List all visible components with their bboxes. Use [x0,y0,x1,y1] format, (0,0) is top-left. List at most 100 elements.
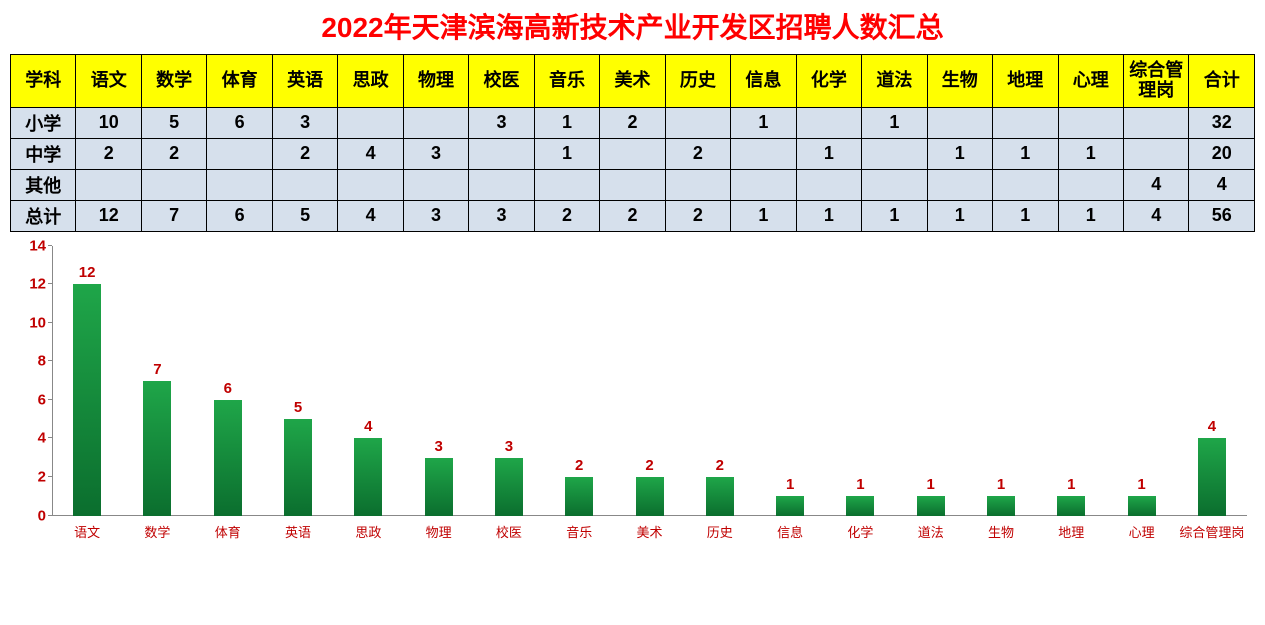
table-cell [469,138,534,169]
table-cell: 10 [76,107,141,138]
bar [1128,496,1156,515]
y-tick-label: 10 [18,314,46,331]
bar-value-label: 12 [79,264,96,281]
bar-value-label: 5 [294,399,302,416]
x-tick-label: 道法 [918,522,944,541]
table-cell: 1 [731,200,796,231]
table-cell [469,169,534,200]
bar [73,284,101,515]
column-header: 思政 [338,55,403,108]
bar-slot: 5英语 [263,246,333,516]
table-cell [993,169,1058,200]
table-cell [796,107,861,138]
bar-slot: 1生物 [966,246,1036,516]
bar-slot: 7数学 [122,246,192,516]
bar [565,477,593,516]
column-header: 语文 [76,55,141,108]
table-cell [338,169,403,200]
table-cell: 2 [534,200,599,231]
table-cell: 4 [338,200,403,231]
table-row: 总计12765433222111111456 [11,200,1255,231]
bar-value-label: 4 [1208,418,1216,435]
table-cell [403,169,468,200]
table-cell [600,169,665,200]
x-tick-label: 数学 [144,522,170,541]
table-cell [862,169,927,200]
table-cell: 4 [1123,169,1188,200]
table-cell: 4 [1189,169,1255,200]
column-header: 信息 [731,55,796,108]
y-tick-label: 0 [18,507,46,524]
column-header: 道法 [862,55,927,108]
table-cell: 1 [993,200,1058,231]
column-header: 体育 [207,55,272,108]
column-header: 校医 [469,55,534,108]
table-cell [141,169,206,200]
x-tick-label: 语文 [74,522,100,541]
column-header: 英语 [272,55,337,108]
bar-slot: 4综合管理岗 [1177,246,1247,516]
table-cell: 3 [403,200,468,231]
table-cell [1058,107,1123,138]
column-header: 心理 [1058,55,1123,108]
table-cell: 6 [207,107,272,138]
bar-chart: 12语文7数学6体育5英语4思政3物理3校医2音乐2美术2历史1信息1化学1道法… [10,246,1255,556]
x-tick-label: 物理 [426,522,452,541]
column-header: 美术 [600,55,665,108]
row-label: 中学 [11,138,76,169]
bar [354,438,382,515]
table-cell [403,107,468,138]
column-header: 生物 [927,55,992,108]
table-cell: 7 [141,200,206,231]
bar [143,381,171,516]
column-header: 合计 [1189,55,1255,108]
bar-value-label: 7 [153,361,161,378]
table-cell: 5 [272,200,337,231]
bar-slot: 1道法 [896,246,966,516]
bar-value-label: 1 [1137,476,1145,493]
bar-value-label: 6 [224,380,232,397]
bar-value-label: 2 [645,457,653,474]
column-header: 化学 [796,55,861,108]
bar-slot: 2历史 [685,246,755,516]
column-header: 数学 [141,55,206,108]
table-row: 其他 44 [11,169,1255,200]
table-cell: 1 [731,107,796,138]
x-tick-label: 信息 [777,522,803,541]
table-cell [862,138,927,169]
bar-value-label: 2 [575,457,583,474]
bar-value-label: 3 [505,438,513,455]
column-header: 学科 [11,55,76,108]
table-cell: 2 [665,200,730,231]
bar-slot: 2美术 [614,246,684,516]
table-cell [1123,138,1188,169]
column-header: 地理 [993,55,1058,108]
table-cell [796,169,861,200]
bar-slot: 1信息 [755,246,825,516]
table-cell: 5 [141,107,206,138]
row-label: 其他 [11,169,76,200]
table-cell [731,138,796,169]
column-header: 物理 [403,55,468,108]
table-cell: 2 [600,200,665,231]
bar [1057,496,1085,515]
table-cell [207,138,272,169]
table-cell: 56 [1189,200,1255,231]
table-cell: 3 [403,138,468,169]
table-cell: 1 [534,107,599,138]
y-tick-label: 4 [18,430,46,447]
bar-value-label: 1 [1067,476,1075,493]
table-cell [993,107,1058,138]
x-tick-label: 心理 [1129,522,1155,541]
x-tick-label: 英语 [285,522,311,541]
table-cell: 1 [796,138,861,169]
bar-value-label: 4 [364,418,372,435]
bar [284,419,312,515]
bar-value-label: 1 [997,476,1005,493]
bar [425,458,453,516]
bar-value-label: 1 [927,476,935,493]
bar-slot: 1地理 [1036,246,1106,516]
table-row: 小学105633121132 [11,107,1255,138]
table-cell [76,169,141,200]
table-cell [665,169,730,200]
